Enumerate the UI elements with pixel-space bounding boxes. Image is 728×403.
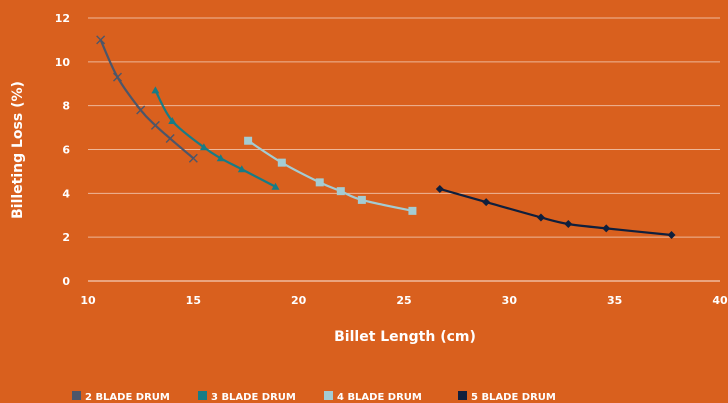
series-line: [439, 187, 672, 237]
legend-label: 3 BLADE DRUM: [211, 392, 296, 403]
data-point: [165, 134, 175, 144]
data-point: [188, 153, 198, 163]
data-point: [168, 117, 177, 125]
x-axis-title: Billet Length (cm): [334, 329, 476, 345]
data-point: [151, 86, 160, 94]
x-tick-label: 35: [607, 294, 622, 307]
data-point: [112, 72, 122, 82]
x-tick-label: 15: [186, 294, 201, 307]
legend-swatch: [72, 391, 81, 400]
y-tick-label: 10: [55, 56, 71, 69]
data-point: [244, 136, 253, 145]
y-tick-label: 12: [55, 12, 70, 25]
x-tick-label: 40: [712, 294, 728, 307]
data-point: [482, 198, 491, 207]
data-point: [564, 220, 573, 229]
y-tick-label: 8: [62, 100, 70, 113]
legend-swatch: [198, 391, 207, 400]
legend-swatch: [458, 391, 467, 400]
legend-swatch: [324, 391, 333, 400]
y-axis-title: Billeting Loss (%): [10, 81, 26, 219]
grid-lines: [88, 17, 720, 282]
legend-item: 4 BLADE DRUM: [324, 391, 422, 403]
data-point: [336, 187, 345, 196]
series-line: [99, 39, 195, 160]
x-tick-label: 25: [396, 294, 411, 307]
data-point: [96, 35, 106, 45]
legend-label: 4 BLADE DRUM: [337, 392, 422, 403]
x-tick-label: 20: [291, 294, 307, 307]
legend-label: 5 BLADE DRUM: [471, 392, 556, 403]
legend-item: 2 BLADE DRUM: [72, 391, 170, 403]
data-point: [315, 178, 324, 187]
series-line: [247, 139, 413, 212]
data-point: [277, 158, 286, 167]
y-tick-label: 6: [62, 144, 70, 157]
data-point: [435, 184, 444, 193]
y-axis-ticks: 0 2 4 6 8 10 12: [55, 12, 71, 288]
data-point: [536, 213, 545, 222]
x-axis-ticks: 10 15 20 25 30 35 40: [80, 294, 728, 307]
legend-item: 5 BLADE DRUM: [458, 391, 556, 403]
data-point: [667, 230, 676, 239]
series-markers: [96, 35, 676, 239]
legend: 2 BLADE DRUM 3 BLADE DRUM 4 BLADE DRUM 5 BL…: [72, 391, 556, 403]
data-point: [237, 165, 246, 173]
data-point: [136, 105, 146, 115]
legend-label: 2 BLADE DRUM: [85, 392, 170, 403]
data-point: [216, 154, 225, 162]
x-tick-label: 30: [502, 294, 518, 307]
series-line: [154, 89, 277, 188]
data-point: [199, 143, 208, 151]
x-tick-label: 10: [80, 294, 96, 307]
data-point: [408, 206, 417, 215]
data-point: [150, 120, 160, 130]
legend-item: 3 BLADE DRUM: [198, 391, 296, 403]
y-tick-label: 0: [62, 275, 70, 288]
y-tick-label: 4: [62, 187, 70, 200]
y-tick-label: 2: [62, 231, 70, 244]
data-point: [602, 224, 611, 233]
data-point: [357, 195, 366, 204]
data-point: [271, 182, 280, 190]
series-lines: [99, 39, 672, 237]
